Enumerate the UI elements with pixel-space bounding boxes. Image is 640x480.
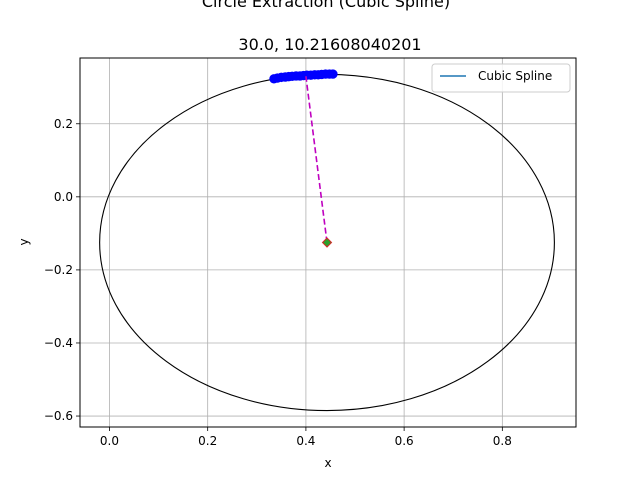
edge-point — [328, 69, 338, 79]
y-tick-label: 0.2 — [54, 117, 73, 131]
x-axis-label: x — [324, 456, 331, 470]
x-tick-label: 0.8 — [493, 434, 512, 448]
x-tick-label: 0.6 — [395, 434, 414, 448]
center-marker — [321, 237, 333, 248]
y-tick-label: −0.4 — [44, 336, 73, 350]
legend-label-cubic-spline: Cubic Spline — [478, 69, 552, 83]
chart-subtitle: 30.0, 10.21608040201 — [238, 35, 421, 54]
x-tick-label: 0.4 — [296, 434, 315, 448]
legend: Cubic Spline — [431, 63, 571, 93]
y-axis-label: y — [17, 238, 31, 245]
x-tick-label: 0.2 — [198, 434, 217, 448]
plot-data — [99, 69, 555, 412]
chart-title: Circle Extraction (Cubic Spline) — [202, 0, 450, 11]
y-tick-label: 0.0 — [54, 190, 73, 204]
x-tick-label: 0.0 — [100, 434, 119, 448]
axis-ticks: 0.0 0.2 0.4 0.6 0.8 0.2 0.0 −0.2 −0.4 −0.6 — [44, 117, 512, 448]
legend-box — [431, 63, 571, 93]
y-tick-label: −0.6 — [44, 409, 73, 423]
grid — [80, 58, 576, 427]
radius-line — [305, 76, 328, 243]
plot-frame — [79, 57, 577, 428]
y-tick-label: −0.2 — [44, 263, 73, 277]
